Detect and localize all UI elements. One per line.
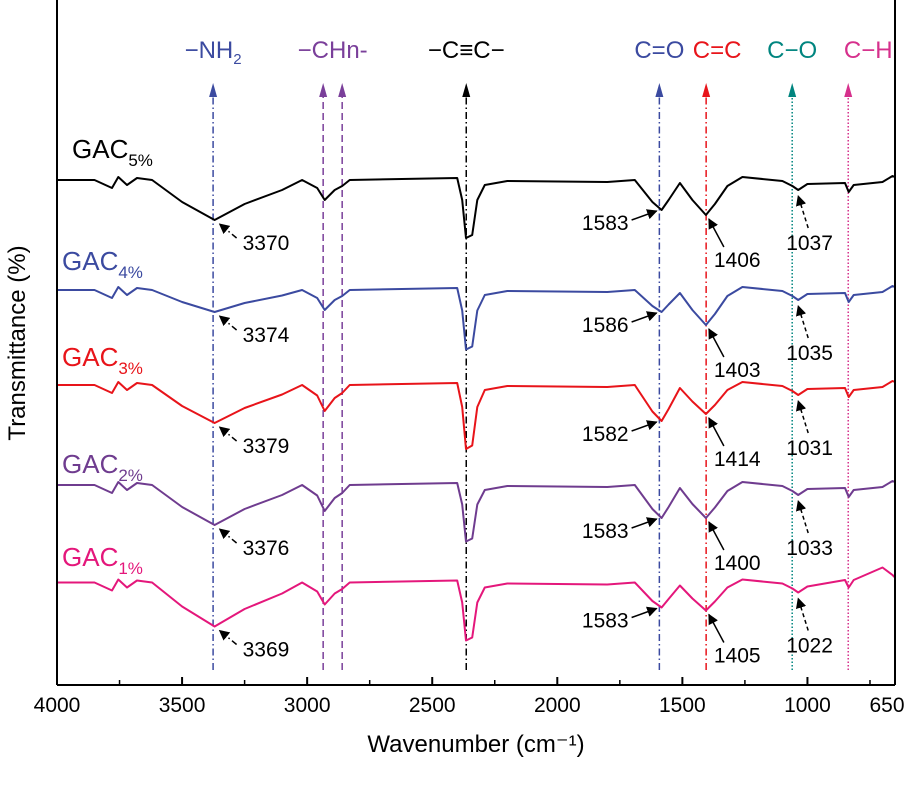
band-arrowhead-icon	[702, 83, 711, 97]
spectrum-line-gac-1pct	[57, 566, 896, 642]
spectrum-line-gac-5pct	[57, 175, 896, 239]
annotation-arrow-icon	[218, 315, 238, 331]
band-label: C=O	[634, 37, 684, 64]
annotation-arrow-icon	[218, 426, 238, 442]
x-axis-label: Wavenumber (cm⁻¹)	[367, 731, 584, 758]
axes: 4000 3500 3000 2500 2000 1500 1000 650	[34, 0, 905, 717]
peak-label: 1403	[714, 359, 761, 382]
peak-annotations: 3370 1583 1406 1037 3374 1586 1403 1035 3379 1582…	[218, 194, 833, 668]
x-tick-label: 4000	[34, 694, 81, 717]
peak-label: 1583	[582, 610, 629, 633]
band-label: −CHn-	[298, 37, 368, 64]
series-label: GAC2%	[62, 449, 143, 485]
series-label: GAC5%	[72, 134, 153, 170]
annotation-arrow-icon	[218, 528, 238, 544]
annotation-arrow-icon	[708, 417, 725, 447]
annotation-arrow-icon	[795, 304, 809, 339]
spectrum-line-gac-4pct	[57, 285, 896, 351]
band-lines: −NH2 −CHn- −C≡C− C=O C=C C−O C−H	[185, 37, 893, 670]
band-arrowhead-icon	[844, 83, 853, 97]
peak-label: 1406	[714, 249, 761, 272]
annotation-arrow-icon	[631, 606, 658, 619]
annotation-arrow-icon	[795, 499, 809, 534]
peak-label: 1400	[714, 552, 761, 575]
annotation-arrow-icon	[795, 399, 809, 434]
spectrum-line-gac-3pct	[57, 380, 896, 450]
band-arrowhead-icon	[319, 83, 328, 97]
peak-label: 3374	[243, 324, 290, 347]
peak-label: 1035	[786, 342, 833, 365]
x-tick-label: 2500	[409, 694, 456, 717]
band-arrowhead-icon	[462, 83, 471, 97]
band-label: −NH2	[185, 37, 242, 68]
x-tick-label: 2000	[534, 694, 581, 717]
x-tick-label: 3500	[159, 694, 206, 717]
annotation-arrow-icon	[795, 597, 809, 631]
annotation-arrow-icon	[708, 218, 725, 248]
peak-label: 1414	[714, 448, 761, 471]
x-tick-label: 650	[869, 694, 904, 717]
band-label: −C≡C−	[428, 37, 505, 64]
peak-label: 1037	[786, 232, 833, 255]
series-label: GAC1%	[62, 542, 143, 578]
annotation-arrow-icon	[795, 194, 809, 229]
peak-label: 3379	[243, 435, 290, 458]
peak-label: 1582	[582, 423, 629, 446]
peak-label: 1586	[582, 314, 629, 337]
spectrum-line-gac-2pct	[57, 480, 896, 543]
peak-label: 1405	[714, 645, 761, 668]
peak-label: 1031	[786, 437, 833, 460]
annotation-arrow-icon	[708, 613, 725, 643]
band-arrowhead-icon	[655, 83, 664, 97]
band-label: C−H	[844, 37, 893, 64]
annotation-arrow-icon	[708, 521, 725, 551]
annotation-arrow-icon	[708, 328, 725, 358]
band-arrowhead-icon	[338, 83, 347, 97]
peak-label: 3369	[243, 639, 290, 662]
band-arrowhead-icon	[209, 83, 218, 97]
y-axis-label: Transmittance (%)	[4, 245, 31, 440]
series-label: GAC4%	[62, 246, 143, 282]
annotation-arrow-icon	[631, 311, 658, 323]
annotation-arrow-icon	[218, 629, 238, 646]
x-tick-label: 3000	[284, 694, 331, 717]
annotation-arrow-icon	[631, 420, 658, 432]
peak-label: 1583	[582, 212, 629, 235]
band-arrowhead-icon	[788, 83, 797, 97]
peak-label: 1033	[786, 537, 833, 560]
annotation-arrow-icon	[218, 223, 238, 239]
band-label: C=C	[693, 37, 742, 64]
band-label: C−O	[767, 37, 817, 64]
spectra: GAC5% GAC4% GAC3% GAC2% GAC1%	[57, 134, 896, 642]
peak-label: 1022	[786, 635, 833, 658]
annotation-arrow-icon	[631, 209, 658, 221]
series-label: GAC3%	[62, 342, 143, 378]
peak-label: 3376	[243, 537, 290, 560]
annotation-arrow-icon	[631, 517, 658, 529]
x-tick-label: 1000	[784, 694, 831, 717]
peak-label: 3370	[243, 232, 290, 255]
peak-label: 1583	[582, 520, 629, 543]
x-tick-label: 1500	[659, 694, 706, 717]
